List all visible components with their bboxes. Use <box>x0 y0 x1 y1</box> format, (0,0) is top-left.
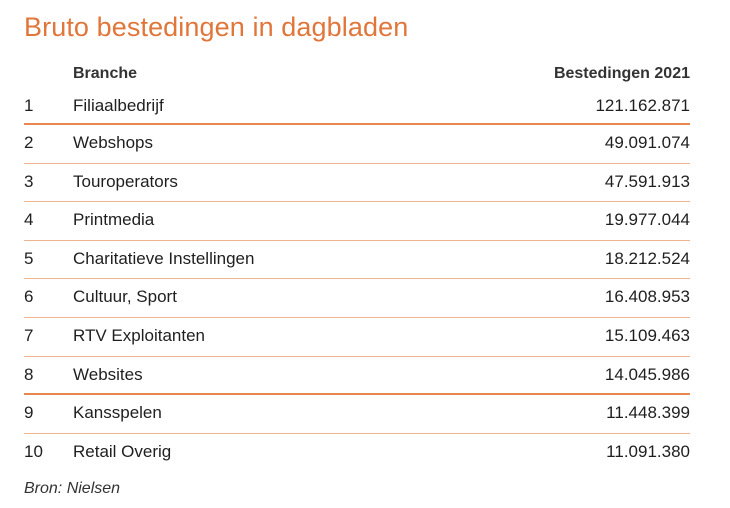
row-bestedingen: 15.109.463 <box>604 325 690 345</box>
row-branche: Printmedia <box>73 210 155 230</box>
table-row: 1 Filiaalbedrijf 121.162.871 <box>24 88 690 125</box>
row-rank: 8 <box>24 364 34 384</box>
row-bestedingen: 19.977.044 <box>604 210 690 230</box>
row-branche: Kansspelen <box>73 403 162 423</box>
table-row: 3 Touroperators 47.591.913 <box>24 164 690 203</box>
table-header: Branche Bestedingen 2021 <box>24 60 690 88</box>
row-branche: Websites <box>73 364 143 384</box>
spending-table: Branche Bestedingen 2021 1 Filiaalbedrijf… <box>24 60 690 472</box>
source-note: Bron: Nielsen <box>24 480 121 497</box>
row-bestedingen: 18.212.524 <box>604 248 690 268</box>
chart-title: Bruto bestedingen in dagbladen <box>24 12 409 42</box>
row-bestedingen: 11.091.380 <box>606 441 690 461</box>
table-row: 8 Websites 14.045.986 <box>24 357 690 396</box>
row-rank: 7 <box>24 325 34 345</box>
row-bestedingen: 47.591.913 <box>604 171 690 191</box>
row-branche: Touroperators <box>73 171 178 191</box>
column-header-bestedingen: Bestedingen 2021 <box>553 65 690 82</box>
row-bestedingen: 14.045.986 <box>604 364 690 384</box>
table-body: 1 Filiaalbedrijf 121.162.871 2 Webshops 49.09… <box>24 88 690 472</box>
table-row: 7 RTV Exploitanten 15.109.463 <box>24 318 690 357</box>
row-rank: 10 <box>24 441 43 461</box>
table-row: 6 Cultuur, Sport 16.408.953 <box>24 279 690 318</box>
row-rank: 3 <box>24 171 34 191</box>
row-branche: Webshops <box>73 133 154 152</box>
table-row: 4 Printmedia 19.977.044 <box>24 202 690 241</box>
row-bestedingen: 16.408.953 <box>604 287 690 307</box>
row-rank: 9 <box>24 403 34 423</box>
row-rank: 4 <box>24 210 34 230</box>
table-row: 10 Retail Overig 11.091.380 <box>24 434 690 473</box>
table-row: 2 Webshops 49.091.074 <box>24 125 690 164</box>
row-branche: Charitatieve Instellingen <box>73 248 255 268</box>
row-branche: Filiaalbedrijf <box>73 96 164 115</box>
table-row: 9 Kansspelen 11.448.399 <box>24 395 690 434</box>
row-rank: 6 <box>24 287 34 307</box>
row-bestedingen: 121.162.871 <box>595 96 690 115</box>
row-rank: 1 <box>24 96 34 115</box>
row-rank: 2 <box>24 133 34 152</box>
table-row: 5 Charitatieve Instellingen 18.212.524 <box>24 241 690 280</box>
row-branche: Retail Overig <box>73 441 172 461</box>
column-header-branche: Branche <box>73 65 138 82</box>
row-branche: Cultuur, Sport <box>73 287 177 307</box>
row-bestedingen: 11.448.399 <box>606 403 690 423</box>
row-rank: 5 <box>24 248 34 268</box>
row-branche: RTV Exploitanten <box>73 325 205 345</box>
row-bestedingen: 49.091.074 <box>604 133 690 152</box>
